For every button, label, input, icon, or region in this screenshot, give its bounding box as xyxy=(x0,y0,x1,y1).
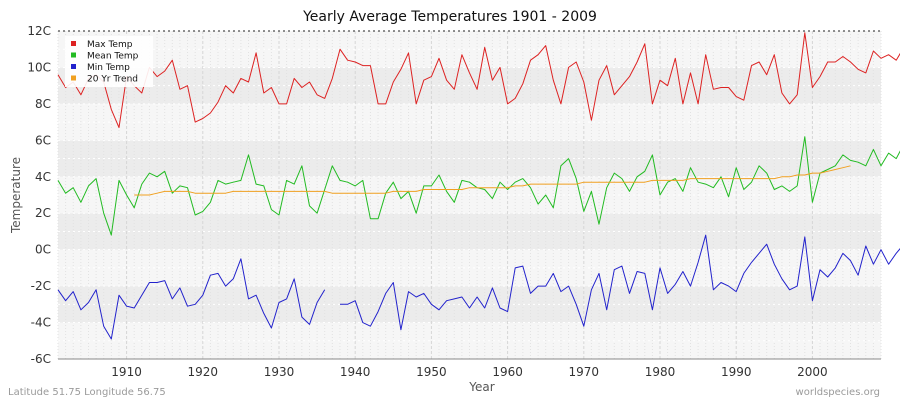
legend-swatch xyxy=(71,64,76,69)
20-yr-trend-line xyxy=(134,165,851,196)
x-tick-label: 1960 xyxy=(492,365,523,379)
legend-entry: 20 Yr Trend xyxy=(87,75,138,85)
y-tick-label: 2C xyxy=(35,206,51,220)
y-tick-label: 8C xyxy=(35,97,51,111)
y-tick-label: -4C xyxy=(31,316,51,330)
y-tick-label: -2C xyxy=(31,279,51,293)
y-tick-label: -6C xyxy=(31,352,51,366)
x-tick-label: 1920 xyxy=(188,365,219,379)
x-tick-label: 1910 xyxy=(111,365,142,379)
legend-entry: Max Temp xyxy=(87,40,133,50)
x-tick-label: 1980 xyxy=(645,365,676,379)
x-tick-label: 1940 xyxy=(340,365,371,379)
legend-swatch xyxy=(71,75,76,81)
x-tick-label: 1930 xyxy=(264,365,295,379)
x-tick-label: 1950 xyxy=(416,365,447,379)
y-tick-label: 10C xyxy=(27,60,51,74)
y-tick-label: 0C xyxy=(35,243,51,257)
x-tick-label: 2000 xyxy=(797,365,828,379)
chart-title: Yearly Average Temperatures 1901 - 2009 xyxy=(302,9,597,25)
legend-entry: Min Temp xyxy=(87,63,130,73)
axes xyxy=(58,30,881,360)
legend-entry: Mean Temp xyxy=(87,52,139,62)
y-axis-label: Temperature xyxy=(9,157,23,234)
y-tick-label: 4C xyxy=(35,170,51,184)
x-tick-label: 1970 xyxy=(569,365,600,379)
y-tick-label: 6C xyxy=(35,133,51,147)
x-tick-labels: 1910 1920 1930 1940 1950 1960 1970 1980 1990 2000 xyxy=(111,365,827,379)
horizontal-gridlines xyxy=(58,48,881,342)
y-tick-labels: -6C -4C -2C 0C 2C 4C 6C 8C 10C 12C xyxy=(27,24,51,366)
legend-swatch xyxy=(71,41,76,46)
footer-location: Latitude 51.75 Longitude 56.75 xyxy=(8,387,166,398)
x-tick-label: 1990 xyxy=(721,365,752,379)
legend-box xyxy=(65,36,153,87)
series-lines xyxy=(57,32,900,340)
legend-swatch xyxy=(71,52,76,58)
min-temp-line xyxy=(57,258,326,340)
max-temp-line xyxy=(57,32,900,129)
footer-source: worldspecies.org xyxy=(796,387,880,398)
x-axis-label: Year xyxy=(468,380,494,394)
y-tick-label: 12C xyxy=(27,24,51,38)
min-temp-line xyxy=(340,234,900,331)
